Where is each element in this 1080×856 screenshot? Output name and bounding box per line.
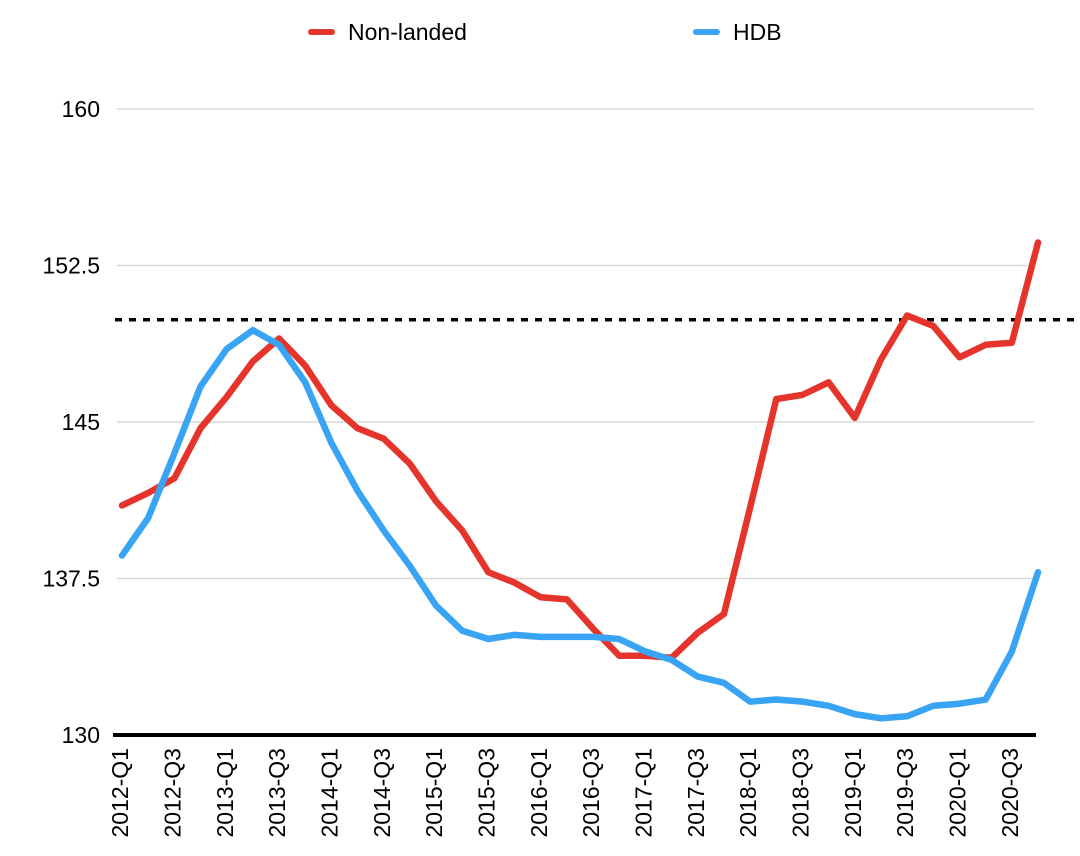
x-axis-tick-label: 2020-Q1 bbox=[945, 748, 971, 838]
x-axis-tick-label: 2012-Q3 bbox=[159, 748, 185, 838]
x-axis-tick-label: 2016-Q3 bbox=[578, 748, 604, 838]
y-axis-tick-label: 137.5 bbox=[42, 566, 100, 592]
chart-legend: Non-landed HDB bbox=[0, 16, 1080, 48]
x-axis-tick-label: 2015-Q3 bbox=[473, 748, 499, 838]
x-axis-tick-label: 2017-Q3 bbox=[683, 748, 709, 838]
non-landed-series-swatch bbox=[308, 29, 335, 35]
x-axis-tick-label: 2014-Q3 bbox=[369, 748, 395, 838]
legend-label-hdb: HDB bbox=[733, 19, 782, 45]
legend-item-hdb: HDB bbox=[693, 16, 782, 48]
x-axis-tick-label: 2015-Q1 bbox=[421, 748, 447, 838]
x-axis-tick-label: 2014-Q1 bbox=[316, 748, 342, 838]
hdb-series-swatch bbox=[693, 29, 720, 35]
series-line-hdb bbox=[118, 326, 1042, 722]
x-axis-tick-label: 2019-Q3 bbox=[892, 748, 918, 838]
x-axis-tick-label: 2018-Q3 bbox=[788, 748, 814, 838]
y-axis-tick-label: 152.5 bbox=[42, 253, 100, 279]
x-axis-tick-label: 2020-Q3 bbox=[997, 748, 1023, 838]
legend-label-non-landed: Non-landed bbox=[348, 19, 467, 45]
y-axis-tick-label: 160 bbox=[62, 96, 100, 122]
x-axis-tick-label: 2018-Q1 bbox=[735, 748, 761, 838]
series-line-non-landed bbox=[118, 239, 1042, 662]
y-axis-tick-label: 130 bbox=[62, 722, 100, 748]
y-axis-tick-label: 145 bbox=[62, 409, 100, 435]
legend-item-non-landed: Non-landed bbox=[308, 16, 467, 48]
x-axis-tick-label: 2013-Q3 bbox=[264, 748, 290, 838]
x-axis-tick-label: 2019-Q1 bbox=[840, 748, 866, 838]
x-axis-tick-label: 2017-Q1 bbox=[631, 748, 657, 838]
x-axis-tick-label: 2012-Q1 bbox=[107, 748, 133, 838]
x-axis-tick-label: 2013-Q1 bbox=[212, 748, 238, 838]
x-axis-tick-label: 2016-Q1 bbox=[526, 748, 552, 838]
